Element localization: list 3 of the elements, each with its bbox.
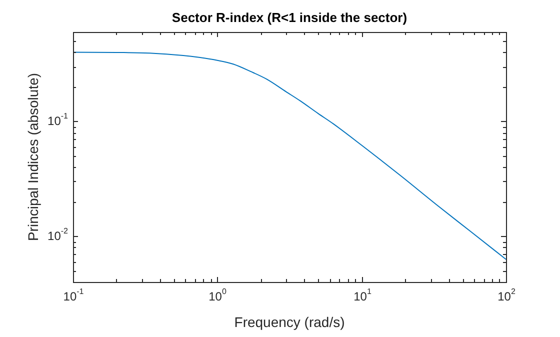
x-axis-title: Frequency (rad/s) (234, 314, 345, 330)
chart-title: Sector R-index (R<1 inside the sector) (172, 10, 408, 25)
y-axis-title: Principal Indices (absolute) (25, 72, 41, 242)
